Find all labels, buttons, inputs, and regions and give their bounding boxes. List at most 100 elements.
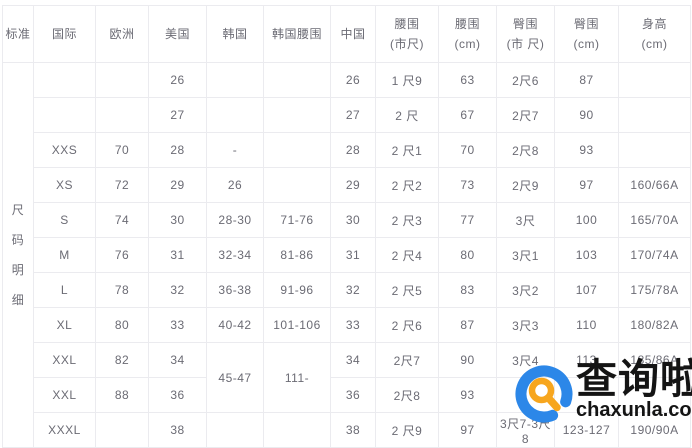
cell-waist-chi: 1 尺9 [375, 62, 439, 98]
column-header-standard: 标准 [2, 5, 34, 63]
column-header-waist-cm: 腰围 (cm) [438, 5, 497, 63]
cell-intl: M [33, 237, 96, 273]
cell-kr: 36-38 [206, 272, 264, 308]
cell-height: 180/82A [618, 307, 691, 343]
cell-waist-cm: 83 [438, 272, 497, 308]
cell-waist-cm: 70 [438, 132, 497, 168]
cell-hip-chi: 2尺8 [496, 132, 555, 168]
cell-kr: 32-34 [206, 237, 264, 273]
cell-kr-waist: 91-96 [263, 272, 331, 308]
cell-us: 28 [148, 132, 207, 168]
table-row: 尺码明细 26 26 1 尺9 63 2尺6 87 [2, 62, 691, 448]
cell-us: 26 [148, 62, 207, 98]
cell-height: 165/70A [618, 202, 691, 238]
cell-hip-cm: 110 [554, 307, 619, 343]
cell-eu: 80 [95, 307, 149, 343]
cell-hip-chi: 3尺2 [496, 272, 555, 308]
cell-eu [95, 62, 149, 98]
cell-kr-waist [263, 132, 331, 168]
cell-kr-waist: 101-106 [263, 307, 331, 343]
cell-us: 30 [148, 202, 207, 238]
size-chart: 标准 国际 欧洲 美国 韩国 韩国腰围 中国 腰围 (市尺) 腰围 (cm) 臀… [2, 5, 691, 448]
cell-kr-waist [263, 412, 331, 448]
table-row: 27 27 2 尺 67 2尺7 90 [3, 97, 691, 133]
header-row: 标准 国际 欧洲 美国 韩国 韩国腰围 中国 腰围 (市尺) 腰围 (cm) 臀… [2, 5, 691, 63]
cell-kr: - [206, 132, 264, 168]
column-header-us: 美国 [148, 5, 207, 63]
cell-us: 36 [148, 377, 207, 413]
cell-us: 29 [148, 167, 207, 203]
table-row: XXS 70 28 - 28 2 尺1 70 2尺8 93 [3, 132, 691, 168]
cell-height: 175/78A [618, 272, 691, 308]
cell-cn: 38 [330, 412, 376, 448]
column-header-korea-waist: 韩国腰围 [263, 5, 331, 63]
table-row: XS 72 29 26 29 2 尺2 73 2尺9 97 160/66A [3, 167, 691, 203]
cell-hip-chi: 3尺4 [496, 342, 555, 378]
cell-hip-cm: 113 [554, 342, 619, 378]
cell-hip-chi: 3尺3 [496, 307, 555, 343]
cell-waist-chi: 2 尺5 [375, 272, 439, 308]
cell-waist-chi: 2 尺1 [375, 132, 439, 168]
cell-intl [33, 62, 96, 98]
cell-kr-waist: 71-76 [263, 202, 331, 238]
cell-kr [206, 62, 264, 98]
cell-hip-cm: 107 [554, 272, 619, 308]
cell-hip-chi: 3尺 [496, 202, 555, 238]
cell-kr-waist [263, 62, 331, 98]
cell-eu: 88 [95, 377, 149, 413]
cell-kr-merged: 45-47 [206, 342, 264, 413]
cell-kr-waist [263, 97, 331, 133]
cell-cn: 36 [330, 377, 376, 413]
cell-cn: 27 [330, 97, 376, 133]
column-header-hip-cm: 臀围 (cm) [554, 5, 619, 63]
cell-us: 31 [148, 237, 207, 273]
cell-waist-cm: 97 [438, 412, 497, 448]
cell-kr: 28-30 [206, 202, 264, 238]
size-chart-table: 标准 国际 欧洲 美国 韩国 韩国腰围 中国 腰围 (市尺) 腰围 (cm) 臀… [2, 5, 691, 448]
cell-hip-cm: 123-127 [554, 412, 619, 448]
cell-kr-waist [263, 167, 331, 203]
cell-waist-chi: 2 尺9 [375, 412, 439, 448]
table-row: S 74 30 28-30 71-76 30 2 尺3 77 3尺 100 16… [3, 202, 691, 238]
cell-waist-chi: 2 尺6 [375, 307, 439, 343]
cell-us: 38 [148, 412, 207, 448]
cell-hip-cm: 90 [554, 97, 619, 133]
cell-waist-chi: 2 尺2 [375, 167, 439, 203]
cell-hip-chi: 3尺1 [496, 237, 555, 273]
cell-height: 190/90A [618, 412, 691, 448]
column-header-international: 国际 [33, 5, 96, 63]
cell-eu: 76 [95, 237, 149, 273]
table-row: XXL 88 36 36 2尺8 93 [3, 377, 691, 413]
cell-intl: XS [33, 167, 96, 203]
cell-waist-cm: 80 [438, 237, 497, 273]
cell-hip-chi: 2尺9 [496, 167, 555, 203]
cell-eu: 72 [95, 167, 149, 203]
cell-kr-waist: 81-86 [263, 237, 331, 273]
column-header-hip-chi: 臀围 (市 尺) [496, 5, 555, 63]
cell-intl: XXXL [33, 412, 96, 448]
cell-height [618, 377, 691, 413]
cell-eu: 74 [95, 202, 149, 238]
cell-waist-chi: 2 尺4 [375, 237, 439, 273]
cell-cn: 32 [330, 272, 376, 308]
cell-eu [95, 97, 149, 133]
cell-us: 34 [148, 342, 207, 378]
cell-cn: 31 [330, 237, 376, 273]
table-row: XXL 82 34 45-47 111- 34 2尺7 90 3尺4 113 1… [3, 342, 691, 413]
cell-waist-chi: 2尺7 [375, 342, 439, 378]
cell-height: 185/86A [618, 342, 691, 378]
cell-waist-chi: 2 尺3 [375, 202, 439, 238]
cell-intl: XXL [33, 342, 96, 378]
table-row: XXXL 38 38 2 尺9 97 3尺7-3尺8 123-127 190/9… [3, 412, 691, 448]
cell-waist-chi: 2尺8 [375, 377, 439, 413]
cell-cn: 26 [330, 62, 376, 98]
cell-us: 33 [148, 307, 207, 343]
cell-waist-cm: 73 [438, 167, 497, 203]
cell-waist-cm: 67 [438, 97, 497, 133]
cell-height [618, 132, 691, 168]
cell-hip-chi: 2尺6 [496, 62, 555, 98]
cell-hip-cm: 97 [554, 167, 619, 203]
cell-cn: 34 [330, 342, 376, 378]
table-row: XL 80 33 40-42 101-106 33 2 尺6 87 3尺3 11… [3, 307, 691, 343]
table-row: M 76 31 32-34 81-86 31 2 尺4 80 3尺1 103 1… [3, 237, 691, 273]
